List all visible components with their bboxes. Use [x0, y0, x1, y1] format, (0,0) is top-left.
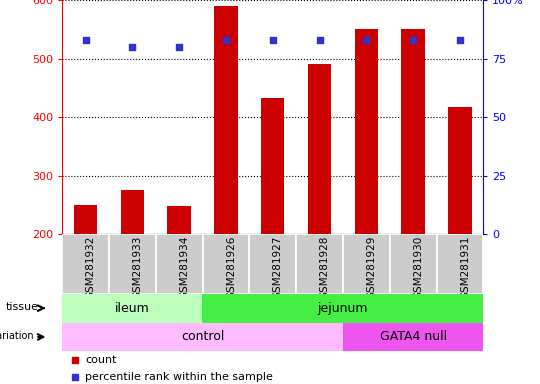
Bar	[436, 234, 483, 294]
Text: GSM281934: GSM281934	[179, 235, 189, 299]
Text: percentile rank within the sample: percentile rank within the sample	[85, 372, 273, 382]
Bar	[62, 234, 109, 294]
Point	[409, 37, 417, 43]
Point	[175, 44, 184, 50]
Bar	[390, 234, 436, 294]
Bar	[62, 323, 343, 351]
Bar	[296, 234, 343, 294]
Point	[70, 374, 79, 380]
Point	[128, 44, 137, 50]
Bar	[261, 98, 285, 234]
Text: control: control	[181, 331, 224, 343]
Point	[70, 358, 79, 364]
Bar	[202, 234, 249, 294]
Bar	[62, 294, 202, 323]
Point	[268, 37, 277, 43]
Bar	[355, 29, 378, 234]
Bar	[343, 234, 390, 294]
Bar	[74, 205, 97, 234]
Bar	[249, 234, 296, 294]
Text: ileum: ileum	[115, 302, 150, 314]
Bar	[214, 6, 238, 234]
Point	[81, 37, 90, 43]
Text: genotype/variation: genotype/variation	[0, 331, 34, 341]
Bar	[401, 29, 425, 234]
Text: GSM281932: GSM281932	[85, 235, 96, 299]
Bar	[448, 107, 471, 234]
Point	[221, 37, 230, 43]
Text: GSM281931: GSM281931	[460, 235, 470, 299]
Bar	[120, 190, 144, 234]
Text: tissue: tissue	[5, 302, 38, 312]
Bar	[202, 294, 483, 323]
Text: jejunum: jejunum	[318, 302, 368, 314]
Text: GSM281929: GSM281929	[366, 235, 376, 299]
Bar	[308, 65, 331, 234]
Point	[456, 37, 464, 43]
Text: GSM281926: GSM281926	[226, 235, 236, 299]
Text: GSM281930: GSM281930	[413, 235, 423, 299]
Text: GSM281928: GSM281928	[320, 235, 329, 299]
Bar	[109, 234, 156, 294]
Bar	[167, 206, 191, 234]
Bar	[343, 323, 483, 351]
Point	[362, 37, 370, 43]
Text: count: count	[85, 356, 117, 366]
Text: GSM281927: GSM281927	[273, 235, 283, 299]
Text: GATA4 null: GATA4 null	[380, 331, 447, 343]
Bar	[156, 234, 202, 294]
Point	[315, 37, 324, 43]
Text: GSM281933: GSM281933	[132, 235, 143, 299]
